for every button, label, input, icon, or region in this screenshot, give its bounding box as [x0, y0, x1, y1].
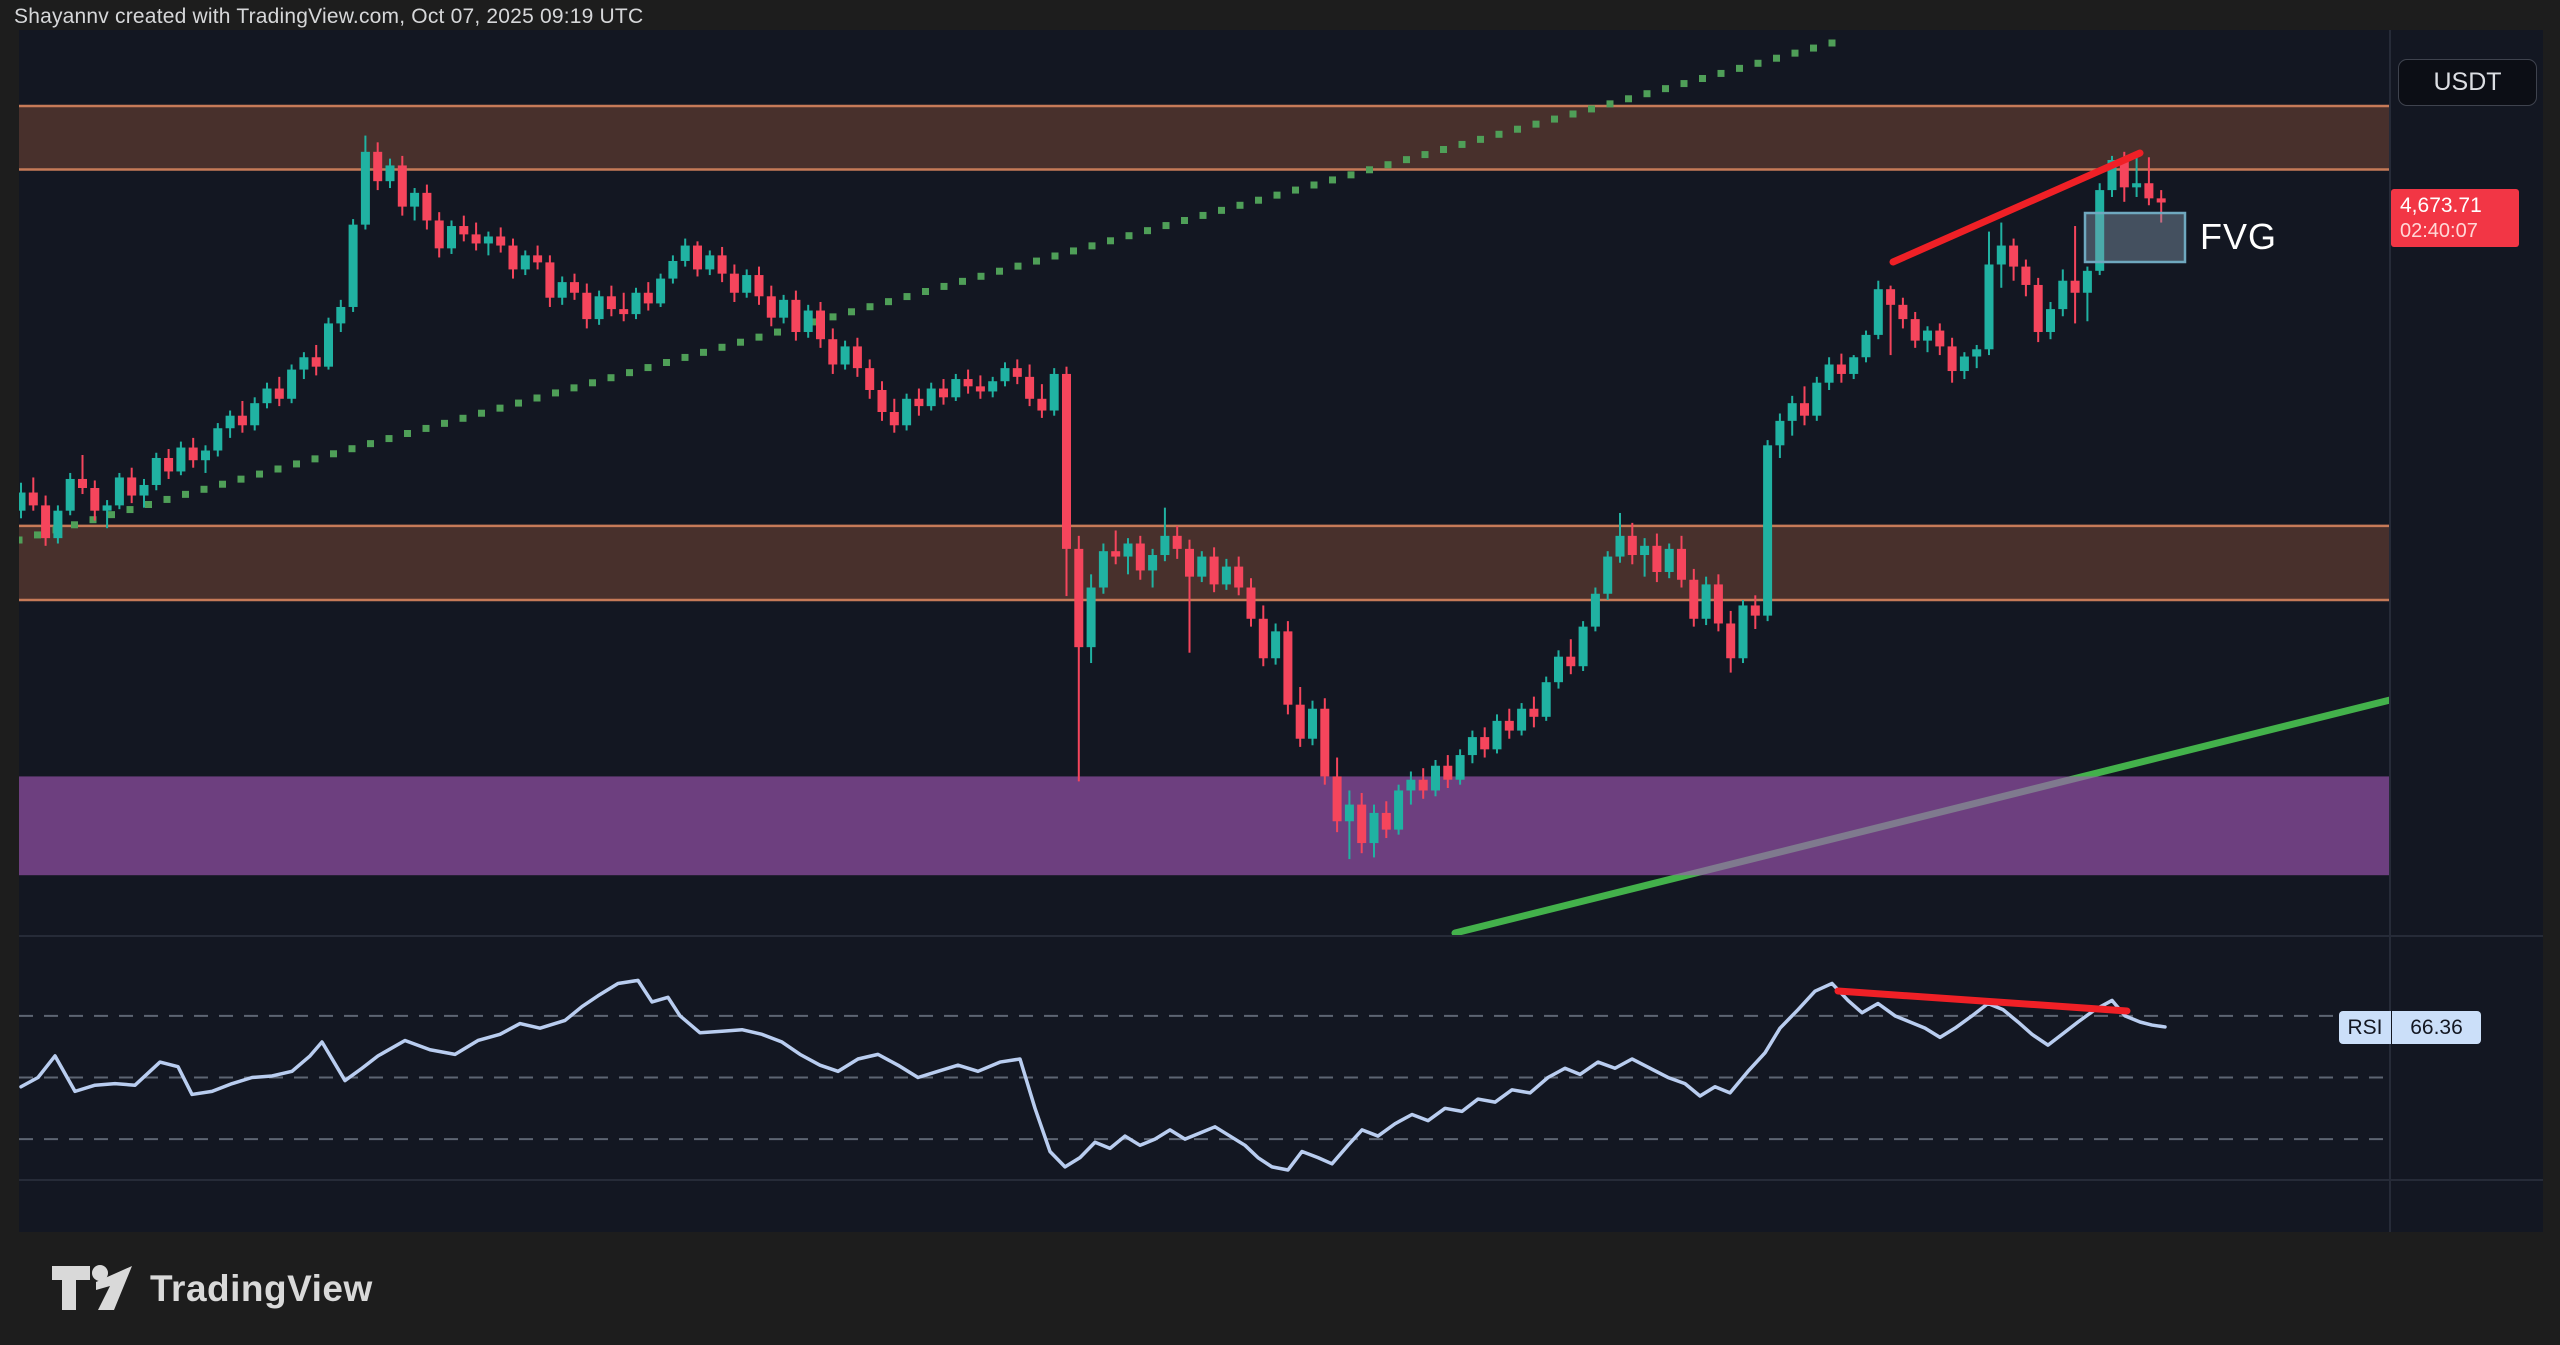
last-price-value: 4,673.71 [2400, 194, 2482, 217]
rsi-value-badge: 66.36 [2392, 1011, 2481, 1044]
tradingview-logo-icon [52, 1265, 132, 1310]
tradingview-logo-text: TradingView [150, 1268, 373, 1309]
attribution-title: Shayannv created with TradingView.com, O… [14, 5, 644, 28]
tradingview-logo[interactable]: TradingView [52, 1258, 373, 1320]
last-price-badge: 4,673.71 02:40:07 [2391, 189, 2519, 247]
quote-currency-toggle[interactable]: USDT [2398, 59, 2537, 106]
fvg-drawing-label[interactable]: FVG [2200, 216, 2278, 257]
quote-currency-label: USDT [2433, 68, 2502, 96]
rsi-indicator-label: RSI [2339, 1011, 2392, 1044]
bar-countdown: 02:40:07 [2400, 220, 2478, 242]
